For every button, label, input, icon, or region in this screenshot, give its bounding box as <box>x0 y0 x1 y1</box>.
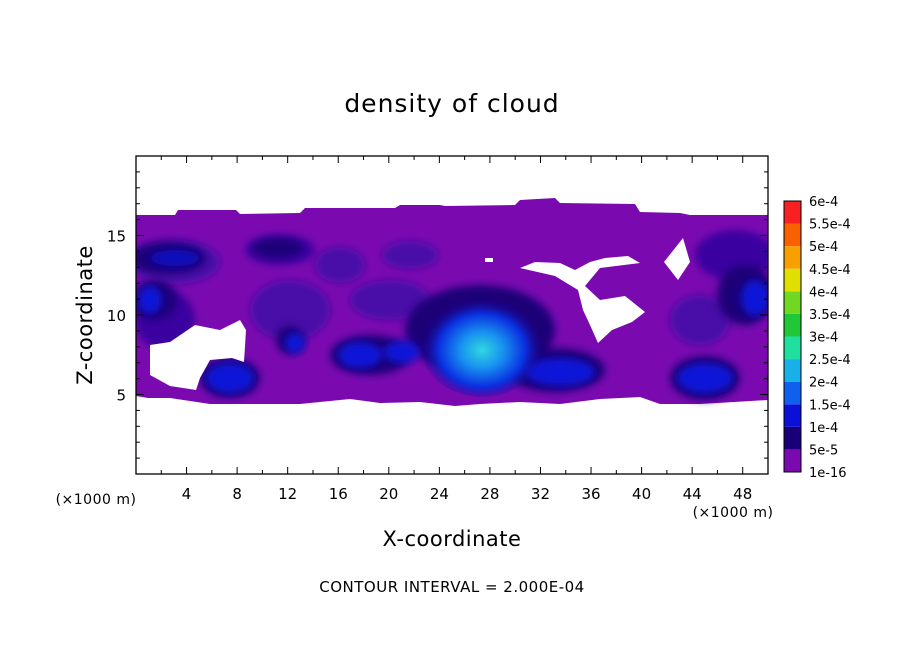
y-axis-label: Z-coordinate <box>73 245 97 385</box>
colorbar-label: 5e-5 <box>809 443 838 458</box>
colorbar-label: 5.5e-4 <box>809 218 851 233</box>
colorbar-swatch <box>784 268 801 292</box>
colorbar-label: 3e-4 <box>809 331 838 346</box>
colorbar: 1e-16 5e-5 1e-4 1.5e-4 2e-4 2.5e-4 3e-4 3.5e-4 4… <box>783 195 851 481</box>
x-tick-label: 32 <box>531 485 550 503</box>
colorbar-label: 5e-4 <box>809 240 838 255</box>
y-tick-label: 5 <box>116 387 126 405</box>
y-tick-label: 15 <box>107 228 126 246</box>
x-unit-left: (×1000 m) <box>56 492 137 508</box>
y-axis: 5 10 15 <box>107 171 768 459</box>
colorbar-label: 4e-4 <box>809 285 838 300</box>
x-axis-label: X-coordinate <box>383 527 522 551</box>
colorbar-swatch <box>784 404 801 427</box>
colorbar-label: 4.5e-4 <box>809 263 851 278</box>
x-tick-label: 12 <box>278 485 297 503</box>
cloud-field <box>136 198 768 406</box>
main-core <box>420 293 544 397</box>
x-tick-label: 40 <box>632 485 651 503</box>
chart-title: density of cloud <box>344 89 559 118</box>
blue-cores <box>138 250 768 393</box>
x-tick-label: 36 <box>581 485 600 503</box>
x-tick-label: 24 <box>430 485 449 503</box>
colorbar-swatch <box>784 381 801 405</box>
x-tick-label: 20 <box>379 485 398 503</box>
x-tick-label: 44 <box>683 485 702 503</box>
plot-area <box>135 155 769 475</box>
colorbar-label: 1e-16 <box>809 466 847 481</box>
x-tick-label: 8 <box>232 485 242 503</box>
x-unit-right: (×1000 m) <box>693 505 774 521</box>
colorbar-label: 3.5e-4 <box>809 308 851 323</box>
x-tick-label: 28 <box>480 485 499 503</box>
clear-regions <box>150 238 690 390</box>
colorbar-label: 1.5e-4 <box>809 398 851 413</box>
colorbar-label: 2e-4 <box>809 376 838 391</box>
colorbar-swatch <box>784 426 801 450</box>
x-tick-label: 48 <box>733 485 752 503</box>
x-axis: 4 8 12 16 20 24 28 32 36 40 44 48 <box>160 156 752 503</box>
contour-interval-note: CONTOUR INTERVAL = 2.000E-04 <box>319 578 584 596</box>
colorbar-frame <box>783 200 802 473</box>
colorbar-swatch <box>784 313 801 337</box>
x-tick-label: 16 <box>329 485 348 503</box>
colorbar-swatch <box>784 336 801 360</box>
colorbar-label: 2.5e-4 <box>809 353 851 368</box>
y-tick-label: 10 <box>107 307 126 325</box>
colorbar-swatch <box>784 246 801 269</box>
colorbar-swatch <box>784 291 801 314</box>
colorbar-label: 6e-4 <box>809 195 838 210</box>
x-tick-label: 4 <box>182 485 192 503</box>
colorbar-swatch <box>784 449 801 472</box>
colorbar-swatch <box>784 201 801 224</box>
colorbar-swatch <box>784 223 801 247</box>
colorbar-swatch <box>784 359 801 382</box>
colorbar-label: 1e-4 <box>809 421 838 436</box>
